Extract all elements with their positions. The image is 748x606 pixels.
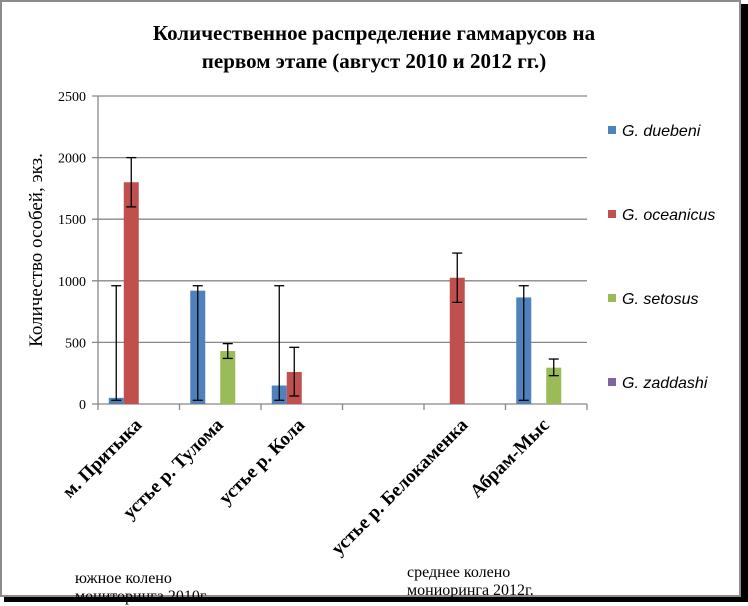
frame-shadow xyxy=(4,597,748,602)
x-category-label: устье р. Белокаменка xyxy=(327,414,472,559)
bar-g-oceanicus xyxy=(123,182,139,404)
y-tick-label: 2000 xyxy=(58,152,86,167)
y-tick-label: 500 xyxy=(65,336,86,351)
legend-label: G. zaddashi xyxy=(622,375,708,392)
legend-swatch xyxy=(608,378,616,386)
y-axis-label: Количество особей, экз. xyxy=(26,153,47,347)
y-tick-label: 1000 xyxy=(58,275,86,290)
x-category-label: Абрам-Мыс xyxy=(466,415,554,503)
legend-swatch xyxy=(608,210,616,218)
annotation-south: южное колено мониторинга 2010г. xyxy=(75,570,209,605)
bar-g-setosus xyxy=(220,351,236,404)
legend-label: G. setosus xyxy=(622,291,698,308)
y-tick-label: 0 xyxy=(79,398,86,413)
chart-title-line-1: Количественное распределение гаммарусов … xyxy=(153,21,596,45)
annotation-middle: среднее колено мониоринга 2012г. xyxy=(407,564,534,599)
bar-g-setosus xyxy=(546,367,562,404)
legend-label: G. oceanicus xyxy=(622,207,715,224)
y-tick-label: 2500 xyxy=(58,90,86,105)
legend-swatch xyxy=(608,294,616,302)
legend-label: G. duebeni xyxy=(622,123,701,140)
x-category-label: устье р. Кола xyxy=(215,414,310,509)
bar-g-oceanicus xyxy=(449,277,465,404)
x-category-label: м. Притыка xyxy=(59,414,147,502)
chart-title-line-2: первом этапе (август 2010 и 2012 гг.) xyxy=(202,49,546,73)
frame-shadow xyxy=(741,4,748,602)
chart-frame xyxy=(0,0,741,597)
legend-swatch xyxy=(608,126,616,134)
y-tick-label: 1500 xyxy=(58,213,86,228)
